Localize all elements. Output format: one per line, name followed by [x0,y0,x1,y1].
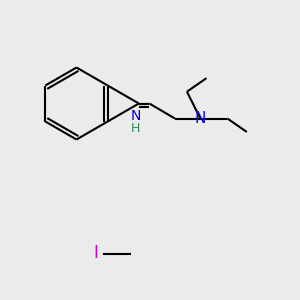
Text: N: N [195,111,206,126]
Text: I: I [94,244,98,262]
Text: H: H [131,122,140,134]
Text: N: N [131,109,141,123]
